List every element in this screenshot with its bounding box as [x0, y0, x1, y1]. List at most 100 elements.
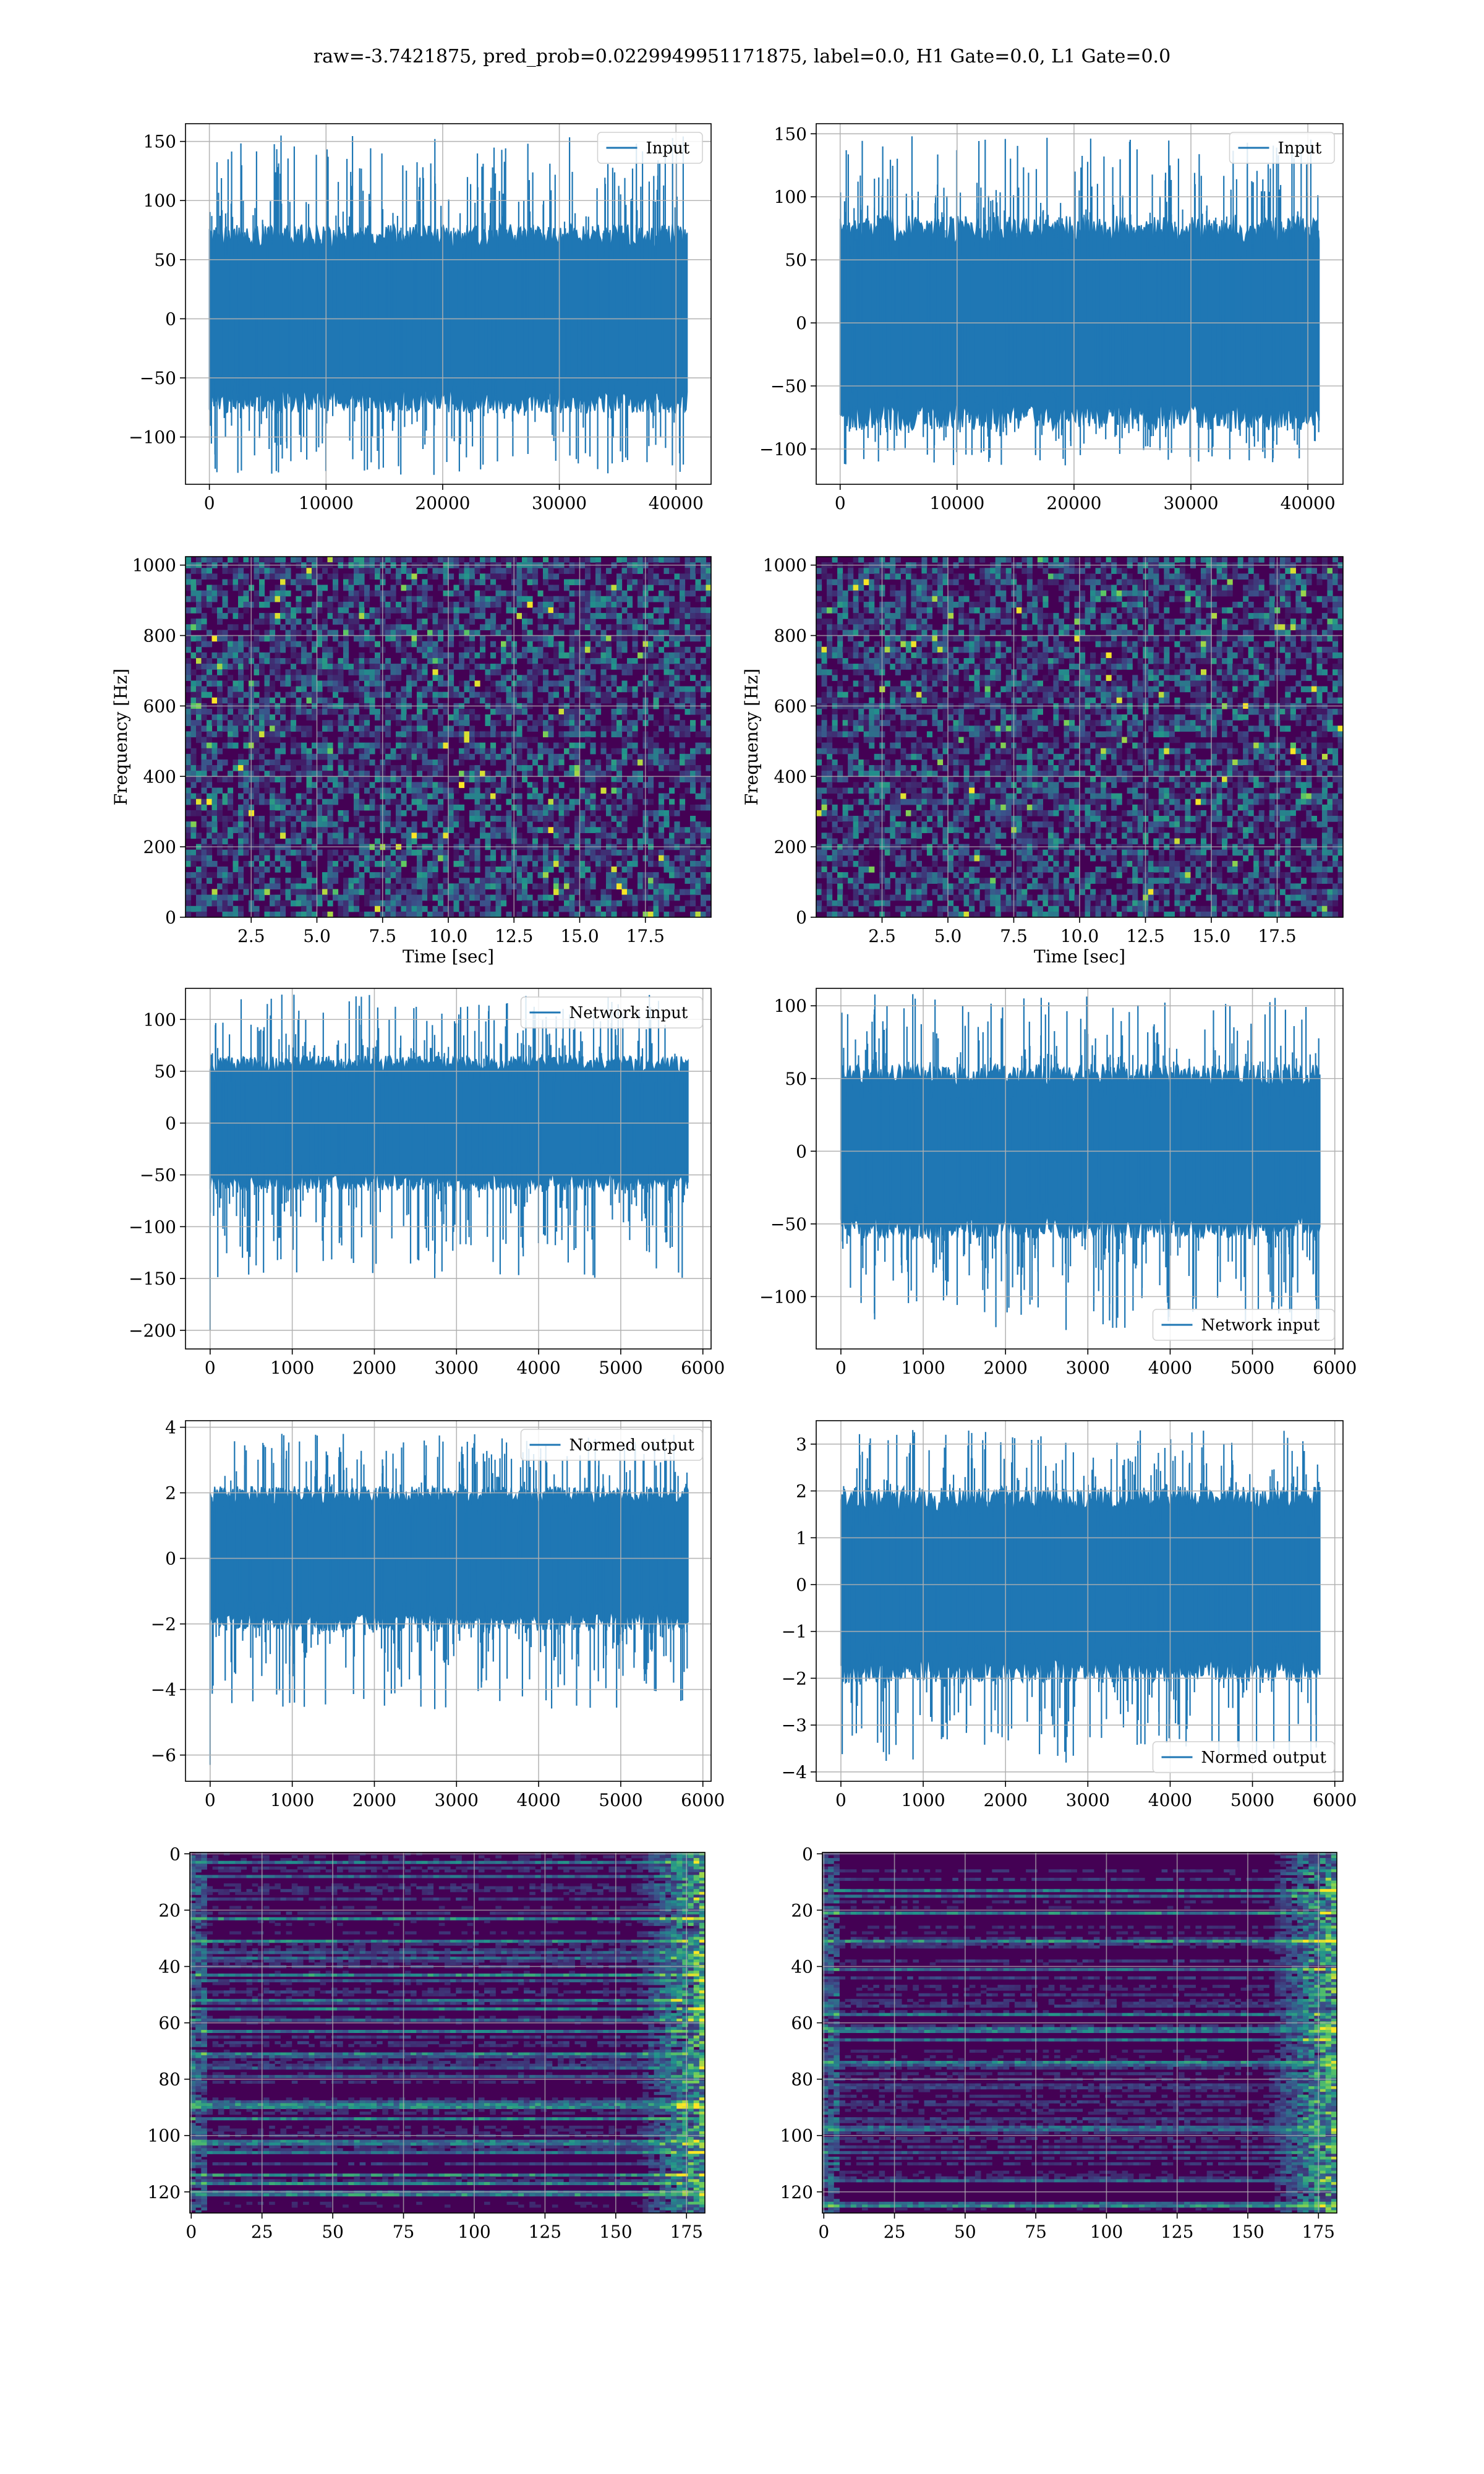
y-tick-label: 50 — [785, 250, 807, 270]
feature-map-image — [822, 1852, 1337, 2213]
x-tick-label: 0 — [835, 493, 846, 513]
axes-frame — [189, 1852, 706, 2214]
x-tick-label: 10.0 — [1060, 926, 1099, 946]
y-tick-label: −4 — [782, 1762, 807, 1783]
legend-label: Normed output — [569, 1436, 695, 1455]
y-tick-label: 2 — [796, 1481, 807, 1502]
chart-h1-spectrogram: 2.5 5.0 7.5 10.0 12.5 15.0 17.5 0 200 400 600 800 10… — [111, 555, 712, 967]
plot-area — [209, 1434, 689, 1765]
plot-area — [840, 994, 1321, 1330]
axes-frame — [822, 1852, 1337, 2214]
y-tick-label: 100 — [774, 996, 807, 1016]
y-tick-label: 50 — [154, 250, 176, 270]
x-tick-label: 3000 — [1066, 1358, 1110, 1378]
y-tick-label: 1000 — [132, 555, 176, 576]
grid — [816, 988, 1343, 1349]
series-spikes — [209, 1434, 688, 1765]
y-tick-label: 200 — [143, 837, 176, 857]
y-tick-label: 60 — [791, 2013, 813, 2034]
x-tick-label: 10.0 — [429, 926, 467, 946]
chart-l1-network-input: 0 1000 2000 3000 4000 5000 6000 −100 −50 0 50 100 Ne… — [759, 988, 1357, 1378]
x-tick-label: 0 — [835, 1358, 846, 1378]
x-tick-label: 17.5 — [626, 926, 665, 946]
y-tick-label: 600 — [143, 696, 176, 716]
y-axis-label: Frequency [Hz] — [741, 669, 762, 805]
x-tick-label: 2000 — [352, 1358, 396, 1378]
series-spikes — [839, 136, 1320, 466]
chart-h1-input: 0 10000 20000 30000 40000 −100 −50 0 50 100 150 Inp… — [129, 123, 712, 513]
series-line — [209, 995, 689, 1330]
y-tick-label: 600 — [774, 696, 807, 716]
x-tick-label: 7.5 — [1000, 926, 1028, 946]
chart-l1-feature-map: 0 25 50 75 100 125 150 175 0 20 40 60 80 100 120 — [780, 1844, 1337, 2242]
y-tick-label: 120 — [780, 2182, 813, 2202]
y-tick-label: −2 — [151, 1614, 176, 1635]
series-spikes — [209, 995, 689, 1330]
x-tick-label: 75 — [1025, 2222, 1047, 2242]
y-tick-label: −6 — [151, 1745, 176, 1766]
grid — [190, 1852, 705, 2213]
axes-frame — [816, 123, 1344, 485]
y-tick-label: 800 — [143, 626, 176, 646]
y-tick-label: 0 — [796, 1141, 807, 1162]
legend: Network input — [520, 996, 703, 1029]
grid — [816, 1421, 1343, 1781]
axes-frame — [185, 988, 712, 1350]
chart-l1-spectrogram: 2.5 5.0 7.5 10.0 12.5 15.0 17.5 0 200 400 600 800 10… — [741, 555, 1344, 967]
x-tick-label: 175 — [1302, 2222, 1335, 2242]
grid — [816, 124, 1343, 484]
x-tick-label: 1000 — [270, 1790, 314, 1810]
x-tick-label: 4000 — [1148, 1358, 1192, 1378]
x-tick-label: 5000 — [1230, 1358, 1274, 1378]
x-tick-label: 3000 — [435, 1790, 479, 1810]
legend: Normed output — [1152, 1741, 1335, 1773]
legend-label: Input — [1278, 139, 1322, 158]
axes-frame — [816, 988, 1344, 1350]
series-line — [208, 135, 688, 475]
legend-label: Normed output — [1201, 1748, 1327, 1767]
x-tick-label: 0 — [204, 493, 215, 513]
y-tick-label: 100 — [143, 190, 176, 211]
x-tick-label: 40000 — [1281, 493, 1336, 513]
legend-label: Network input — [1201, 1316, 1320, 1335]
y-tick-label: 0 — [165, 1113, 176, 1134]
x-tick-label: 0 — [818, 2222, 829, 2242]
x-tick-label: 6000 — [681, 1790, 725, 1810]
x-tick-label: 6000 — [1313, 1790, 1357, 1810]
x-tick-label: 75 — [393, 2222, 415, 2242]
chart-h1-network-input: 0 1000 2000 3000 4000 5000 6000−200−150−100−50… — [129, 988, 725, 1378]
x-tick-label: 10000 — [929, 493, 984, 513]
x-tick-label: 4000 — [516, 1358, 560, 1378]
x-tick-label: 100 — [458, 2222, 490, 2242]
figure-title: raw=-3.7421875, pred_prob=0.022994995117… — [313, 46, 1171, 67]
x-tick-label: 1000 — [901, 1790, 945, 1810]
grid — [822, 1852, 1337, 2213]
y-tick-label: 0 — [165, 1549, 176, 1569]
plot-area — [209, 995, 689, 1330]
x-tick-label: 20000 — [1046, 493, 1101, 513]
y-tick-label: 800 — [774, 626, 807, 646]
x-tick-label: 25 — [251, 2222, 273, 2242]
y-tick-label: −4 — [151, 1680, 176, 1700]
y-tick-label: 0 — [169, 1844, 181, 1864]
x-tick-label: 12.5 — [495, 926, 533, 946]
y-tick-label: 0 — [802, 1844, 813, 1864]
y-tick-label: 200 — [774, 837, 807, 857]
x-tick-label: 30000 — [532, 493, 587, 513]
x-tick-label: 175 — [670, 2222, 703, 2242]
x-tick-label: 5000 — [599, 1790, 642, 1810]
chart-h1-feature-map: 0 25 50 75 100 125 150 175 0 20 40 60 80 100 120 — [148, 1844, 706, 2242]
y-tick-label: −150 — [129, 1269, 176, 1289]
y-tick-label: 20 — [158, 1900, 181, 1920]
series-spikes — [841, 1430, 1320, 1763]
x-tick-label: 12.5 — [1126, 926, 1164, 946]
chart-h1-normed-output: 0 1000 2000 3000 4000 5000 6000 −6 −4 −2 0 2 4 Normed… — [151, 1418, 725, 1810]
series-line — [209, 1434, 689, 1765]
y-tick-label: −100 — [129, 1217, 176, 1237]
y-tick-label: 400 — [143, 766, 176, 787]
y-tick-label: 100 — [780, 2126, 813, 2146]
x-tick-label: 5.0 — [303, 926, 331, 946]
plot-area — [208, 135, 688, 475]
chart-l1-normed-output: 0 1000 2000 3000 4000 5000 6000 −4 −3 −2 −1 0 1 2 3 Nor… — [782, 1420, 1357, 1810]
y-tick-label: −1 — [782, 1622, 807, 1642]
